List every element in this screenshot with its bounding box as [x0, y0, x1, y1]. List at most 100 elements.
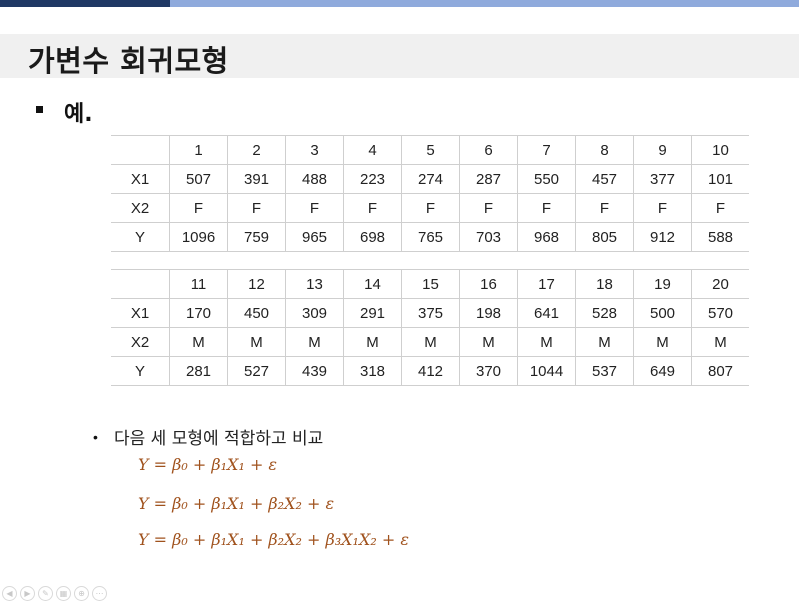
table-cell: 570 [691, 298, 749, 328]
table-row: Y 281 527 439 318 412 370 1044 537 649 807 [111, 356, 749, 386]
table-cell: 377 [633, 164, 692, 194]
square-bullet-icon [36, 106, 43, 113]
table-cell: 20 [691, 269, 749, 299]
table-cell: 488 [285, 164, 344, 194]
table-cell: 1096 [169, 222, 228, 252]
table-cell: 641 [517, 298, 576, 328]
table-cell: 17 [517, 269, 576, 299]
table-cell: 281 [169, 356, 228, 386]
table-cell: 3 [285, 135, 344, 165]
slide-title: 가변수 회귀모형 [28, 44, 229, 78]
table-cell: 223 [343, 164, 402, 194]
table-cell: 8 [575, 135, 634, 165]
next-icon[interactable]: ▶ [20, 586, 35, 601]
table-cell: 19 [633, 269, 692, 299]
table-cell: 507 [169, 164, 228, 194]
table-cell: 1044 [517, 356, 576, 386]
table-cell: M [401, 327, 460, 357]
row-label-cell: X2 [111, 193, 170, 223]
table-cell: 439 [285, 356, 344, 386]
row-label-cell: X2 [111, 327, 170, 357]
row-label-cell: Y [111, 222, 170, 252]
table-cell: 198 [459, 298, 518, 328]
table-cell: 287 [459, 164, 518, 194]
table-cell: 912 [633, 222, 692, 252]
table-cell: 6 [459, 135, 518, 165]
table-cell: F [285, 193, 344, 223]
table-cell: 450 [227, 298, 286, 328]
top-accent-bar-dark [0, 0, 170, 7]
row-label-cell: X1 [111, 298, 170, 328]
table-cell: 807 [691, 356, 749, 386]
table-cell: 274 [401, 164, 460, 194]
table-cell: 805 [575, 222, 634, 252]
table-cell: 412 [401, 356, 460, 386]
table-cell: 375 [401, 298, 460, 328]
title-band [0, 34, 799, 78]
table-cell: M [633, 327, 692, 357]
table-cell: F [227, 193, 286, 223]
data-table-1: 1 2 3 4 5 6 7 8 9 10 X1 507 391 488 223 274 287 550 457 377… [111, 135, 749, 252]
table-header-row: 11 12 13 14 15 16 17 18 19 20 [111, 269, 749, 299]
table-cell: 370 [459, 356, 518, 386]
table-cell: M [169, 327, 228, 357]
slideshow-nav-controls: ◀ ▶ ✎ ▦ ⊕ ⋯ [2, 586, 107, 601]
table-cell: F [169, 193, 228, 223]
table-cell: 16 [459, 269, 518, 299]
table-cell: 968 [517, 222, 576, 252]
table-cell: 965 [285, 222, 344, 252]
pen-icon[interactable]: ✎ [38, 586, 53, 601]
equation-text: Y = β₀ + β₁X₁ + β₂X₂ + ε [138, 494, 335, 513]
table-cell: F [575, 193, 634, 223]
row-label-cell: Y [111, 356, 170, 386]
table-header-row: 1 2 3 4 5 6 7 8 9 10 [111, 135, 749, 165]
table-row: X2 M M M M M M M M M M [111, 327, 749, 357]
table-cell: 318 [343, 356, 402, 386]
table-cell: 11 [169, 269, 228, 299]
table-cell: 18 [575, 269, 634, 299]
data-table-2: 11 12 13 14 15 16 17 18 19 20 X1 170 450 309 291 375 198… [111, 269, 749, 386]
table-cell: M [285, 327, 344, 357]
table-cell: 698 [343, 222, 402, 252]
table-row: X1 170 450 309 291 375 198 641 528 500 570 [111, 298, 749, 328]
table-cell: F [401, 193, 460, 223]
round-bullet-icon: • [93, 429, 98, 445]
table-cell: 7 [517, 135, 576, 165]
table-cell: 10 [691, 135, 749, 165]
top-accent-bar-light [170, 0, 799, 7]
mouse-cursor-icon [376, 341, 386, 351]
more-icon[interactable]: ⋯ [92, 586, 107, 601]
table-row: X1 507 391 488 223 274 287 550 457 377 101 [111, 164, 749, 194]
table-cell: 14 [343, 269, 402, 299]
zoom-icon[interactable]: ⊕ [74, 586, 89, 601]
table-cell: M [517, 327, 576, 357]
table-cell: 765 [401, 222, 460, 252]
table-cell: 759 [227, 222, 286, 252]
table-cell: F [691, 193, 749, 223]
table-cell: 4 [343, 135, 402, 165]
table-cell: 1 [169, 135, 228, 165]
prev-icon[interactable]: ◀ [2, 586, 17, 601]
table-cell: F [633, 193, 692, 223]
table-cell: 13 [285, 269, 344, 299]
table-cell: M [227, 327, 286, 357]
equation-model-2: Y = β₀ + β₁X₁ + β₂X₂ + ε [138, 494, 334, 513]
equation-text: Y = β₀ + β₁X₁ + β₂X₂ + β₃X₁X₂ + ε [138, 530, 409, 549]
table-cell: 9 [633, 135, 692, 165]
table-cell: 12 [227, 269, 286, 299]
table-cell: 500 [633, 298, 692, 328]
table-cell: 291 [343, 298, 402, 328]
equation-text: Y = β₀ + β₁X₁ + ε [138, 455, 278, 474]
row-label-cell: X1 [111, 164, 170, 194]
equation-model-1: Y = β₀ + β₁X₁ + ε [138, 455, 277, 474]
table-cell: 457 [575, 164, 634, 194]
table-row: Y 1096 759 965 698 765 703 968 805 912 588 [111, 222, 749, 252]
table-cell: 537 [575, 356, 634, 386]
equation-model-3: Y = β₀ + β₁X₁ + β₂X₂ + β₃X₁X₂ + ε [138, 530, 409, 549]
row-label-cell [111, 135, 170, 165]
table-cell: M [691, 327, 749, 357]
table-cell: F [343, 193, 402, 223]
example-label: 예. [64, 102, 93, 127]
slides-icon[interactable]: ▦ [56, 586, 71, 601]
table-cell: 170 [169, 298, 228, 328]
